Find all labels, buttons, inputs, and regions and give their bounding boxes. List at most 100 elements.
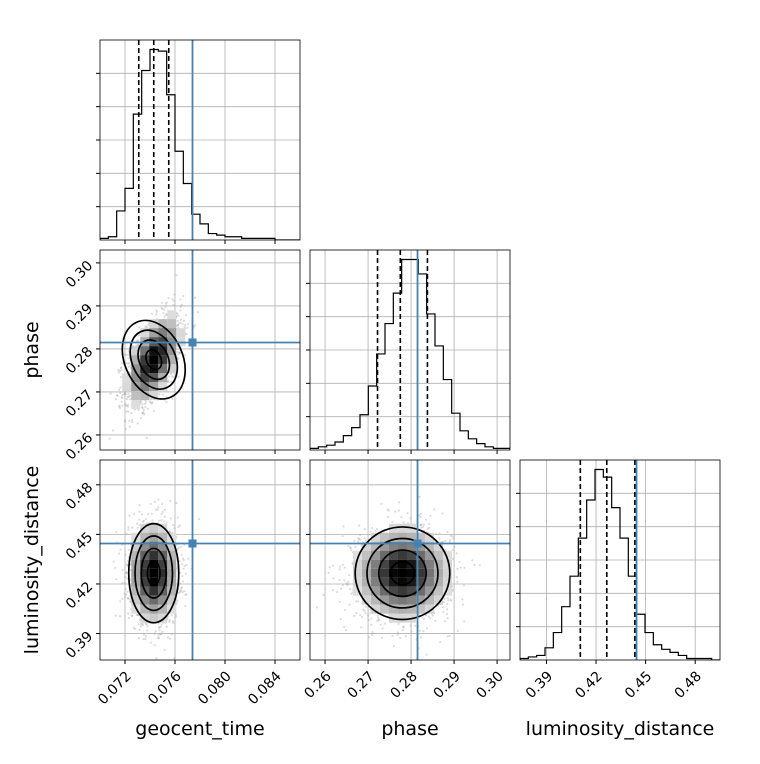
sample-point xyxy=(456,576,458,578)
density-cell xyxy=(131,400,140,409)
sample-point xyxy=(342,584,344,586)
sample-point xyxy=(406,512,408,514)
sample-point xyxy=(427,528,429,530)
sample-point xyxy=(447,597,449,599)
sample-point xyxy=(131,615,133,617)
sample-point xyxy=(450,598,452,600)
sample-point xyxy=(119,600,121,602)
sample-point xyxy=(163,521,165,523)
sample-point xyxy=(409,517,411,519)
sample-point xyxy=(447,635,449,637)
sample-point xyxy=(161,631,163,633)
sample-point xyxy=(154,501,156,503)
sample-point xyxy=(142,521,144,523)
histogram-phase xyxy=(310,260,510,450)
sample-point xyxy=(126,398,128,400)
sample-point xyxy=(186,327,188,329)
sample-point xyxy=(165,521,167,523)
sample-point xyxy=(339,565,341,567)
sample-point xyxy=(161,513,163,515)
sample-point xyxy=(181,586,183,588)
sample-point xyxy=(160,626,162,628)
sample-point xyxy=(173,657,175,659)
sample-point xyxy=(143,633,145,635)
sample-point xyxy=(114,567,116,569)
sample-point xyxy=(371,634,373,636)
sample-point xyxy=(137,422,139,424)
sample-point xyxy=(128,420,130,422)
sample-point xyxy=(129,398,131,400)
sample-point xyxy=(398,501,400,503)
sample-point xyxy=(347,581,349,583)
sample-point xyxy=(146,625,148,627)
sample-point xyxy=(150,503,152,505)
sample-point xyxy=(175,614,177,616)
sample-point xyxy=(127,396,129,398)
sample-point xyxy=(353,540,355,542)
sample-point xyxy=(444,540,446,542)
sample-point xyxy=(126,405,128,407)
sample-point xyxy=(368,636,370,638)
sample-point xyxy=(171,633,173,635)
sample-point xyxy=(349,547,351,549)
sample-point xyxy=(154,632,156,634)
truth-marker xyxy=(189,539,197,547)
sample-point xyxy=(136,340,138,342)
sample-point xyxy=(439,641,441,643)
sample-point xyxy=(155,313,157,315)
sample-point xyxy=(119,392,121,394)
sample-point xyxy=(127,354,129,356)
sample-point xyxy=(185,314,187,316)
sample-point xyxy=(429,515,431,517)
sample-point xyxy=(163,315,165,317)
x-tick-label: 0.080 xyxy=(195,668,235,708)
sample-point xyxy=(118,552,120,554)
sample-point xyxy=(115,578,117,580)
sample-point xyxy=(172,524,174,526)
sample-point xyxy=(121,598,123,600)
sample-point xyxy=(130,412,132,414)
sample-point xyxy=(361,616,363,618)
sample-point xyxy=(409,624,411,626)
sample-point xyxy=(460,566,462,568)
x-tick-label: 0.48 xyxy=(672,668,705,701)
sample-point xyxy=(118,372,120,374)
density-cell xyxy=(176,328,185,337)
sample-point xyxy=(370,624,372,626)
sample-point xyxy=(115,398,117,400)
sample-point xyxy=(124,554,126,556)
sample-point xyxy=(180,319,182,321)
x-tick-label: 0.084 xyxy=(245,668,285,708)
sample-point xyxy=(126,590,128,592)
sample-point xyxy=(141,403,143,405)
density-cell xyxy=(149,551,158,560)
sample-point xyxy=(332,564,334,566)
sample-point xyxy=(121,569,123,571)
x-tick-label: 0.45 xyxy=(622,668,655,701)
sample-point xyxy=(371,631,373,633)
sample-point xyxy=(422,630,424,632)
sample-point xyxy=(414,625,416,627)
sample-point xyxy=(154,644,156,646)
hist-panel-phase xyxy=(306,250,510,454)
sample-point xyxy=(371,527,373,529)
x-tick-label: 0.39 xyxy=(523,668,556,701)
sample-point xyxy=(453,546,455,548)
sample-point xyxy=(155,630,157,632)
sample-point xyxy=(162,312,164,314)
sample-point xyxy=(161,503,163,505)
sample-point xyxy=(169,500,171,502)
sample-point xyxy=(187,558,189,560)
sample-point xyxy=(127,612,129,614)
sample-point xyxy=(338,579,340,581)
sample-point xyxy=(183,565,185,567)
sample-point xyxy=(158,629,160,631)
y-tick-label: 0.39 xyxy=(63,629,96,662)
sample-point xyxy=(165,401,167,403)
sample-point xyxy=(181,575,183,577)
sample-point xyxy=(155,309,157,311)
sample-point xyxy=(360,626,362,628)
sample-point xyxy=(402,522,404,524)
sample-point xyxy=(177,376,179,378)
sample-point xyxy=(128,366,130,368)
